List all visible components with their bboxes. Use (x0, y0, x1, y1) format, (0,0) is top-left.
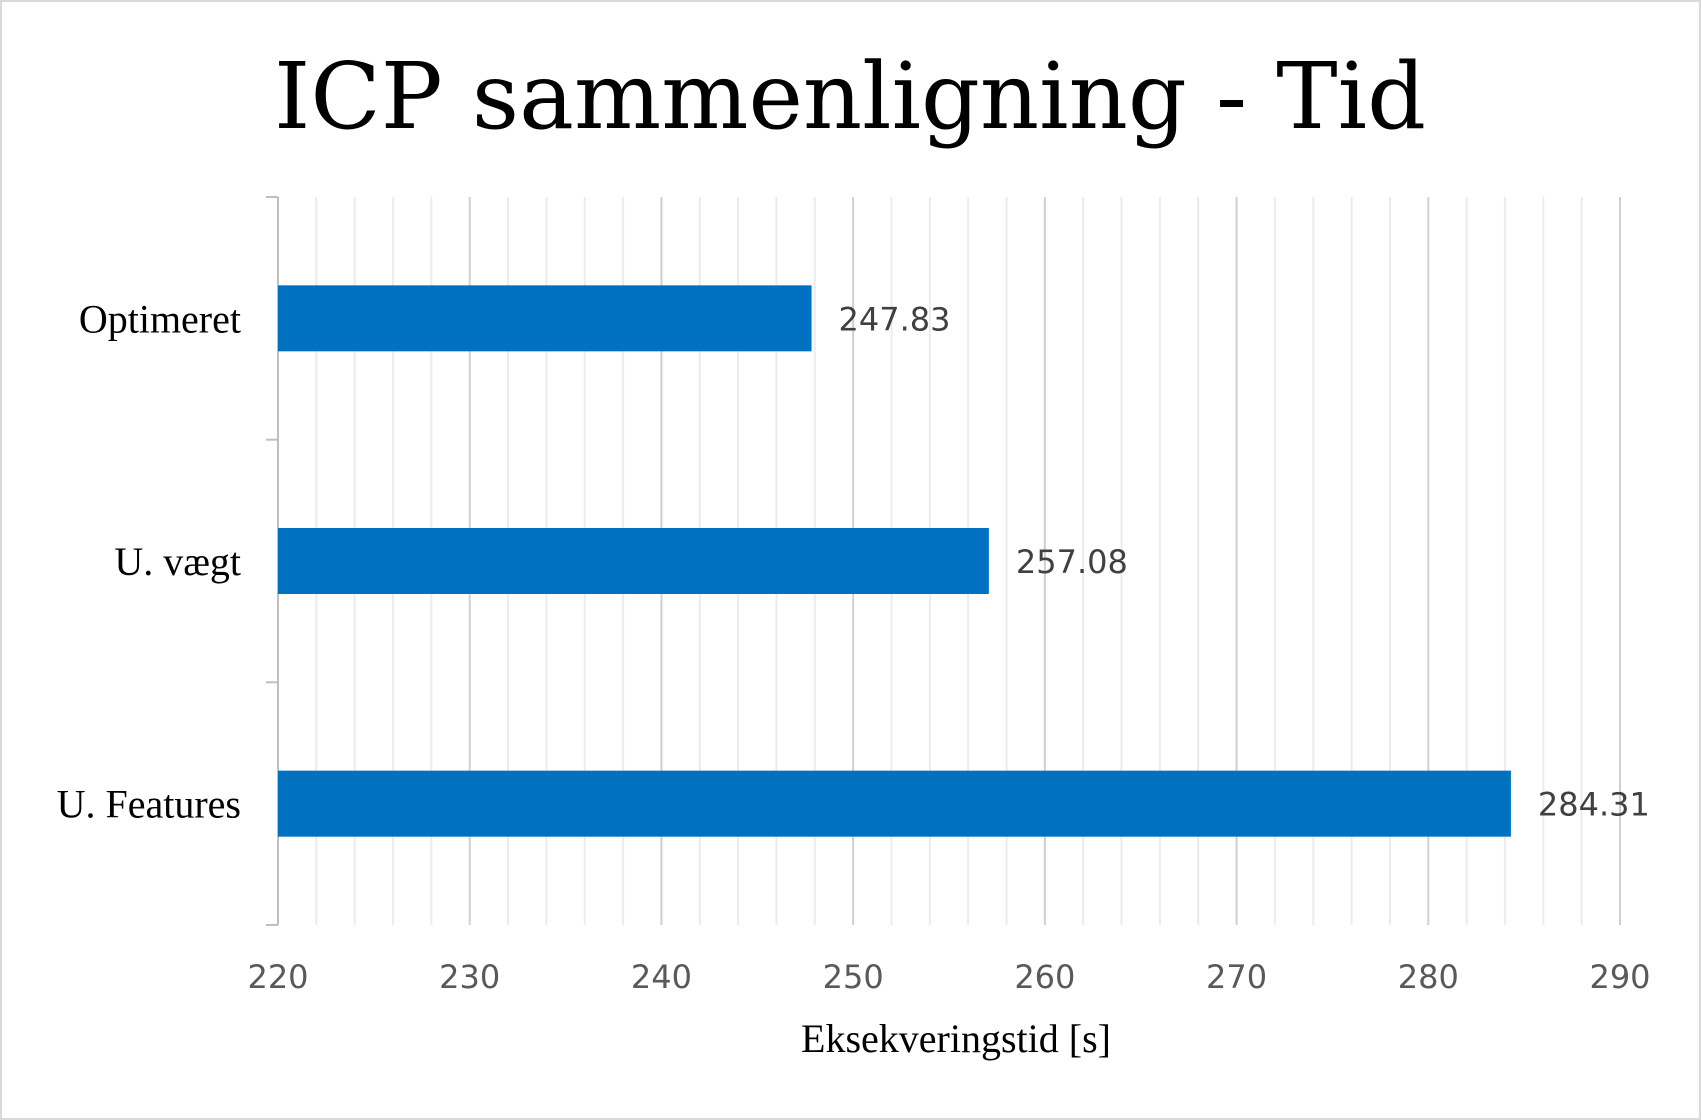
category-label-2: U. vægt (114, 539, 241, 584)
bar-2 (278, 528, 989, 594)
data-label-3: 284.31 (1538, 786, 1650, 824)
axes (266, 196, 279, 926)
data-label-1: 247.83 (839, 300, 951, 338)
x-axis-label: Eksekveringstid [s] (801, 1016, 1111, 1061)
x-tick-label: 240 (631, 958, 692, 996)
x-tick-labels: 220 230 240 250 260 270 280 290 (247, 958, 1650, 996)
x-tick-label: 220 (247, 958, 308, 996)
x-tick-label: 250 (823, 958, 884, 996)
x-tick-label: 290 (1589, 958, 1650, 996)
data-labels: 247.83 257.08 284.31 (839, 300, 1650, 823)
category-label-3: U. Features (57, 782, 241, 827)
bar-1 (278, 285, 812, 352)
x-tick-label: 260 (1014, 958, 1075, 996)
category-labels: Optimeret U. vægt U. Features (57, 296, 241, 826)
x-tick-label: 280 (1398, 958, 1459, 996)
bars (278, 285, 1511, 837)
bar-3 (278, 770, 1511, 837)
x-tick-label: 270 (1206, 958, 1267, 996)
chart-title: ICP sammenligning - Tid (274, 43, 1426, 150)
data-label-2: 257.08 (1016, 543, 1128, 581)
x-tick-label: 230 (439, 958, 500, 996)
category-label-1: Optimeret (79, 296, 241, 341)
